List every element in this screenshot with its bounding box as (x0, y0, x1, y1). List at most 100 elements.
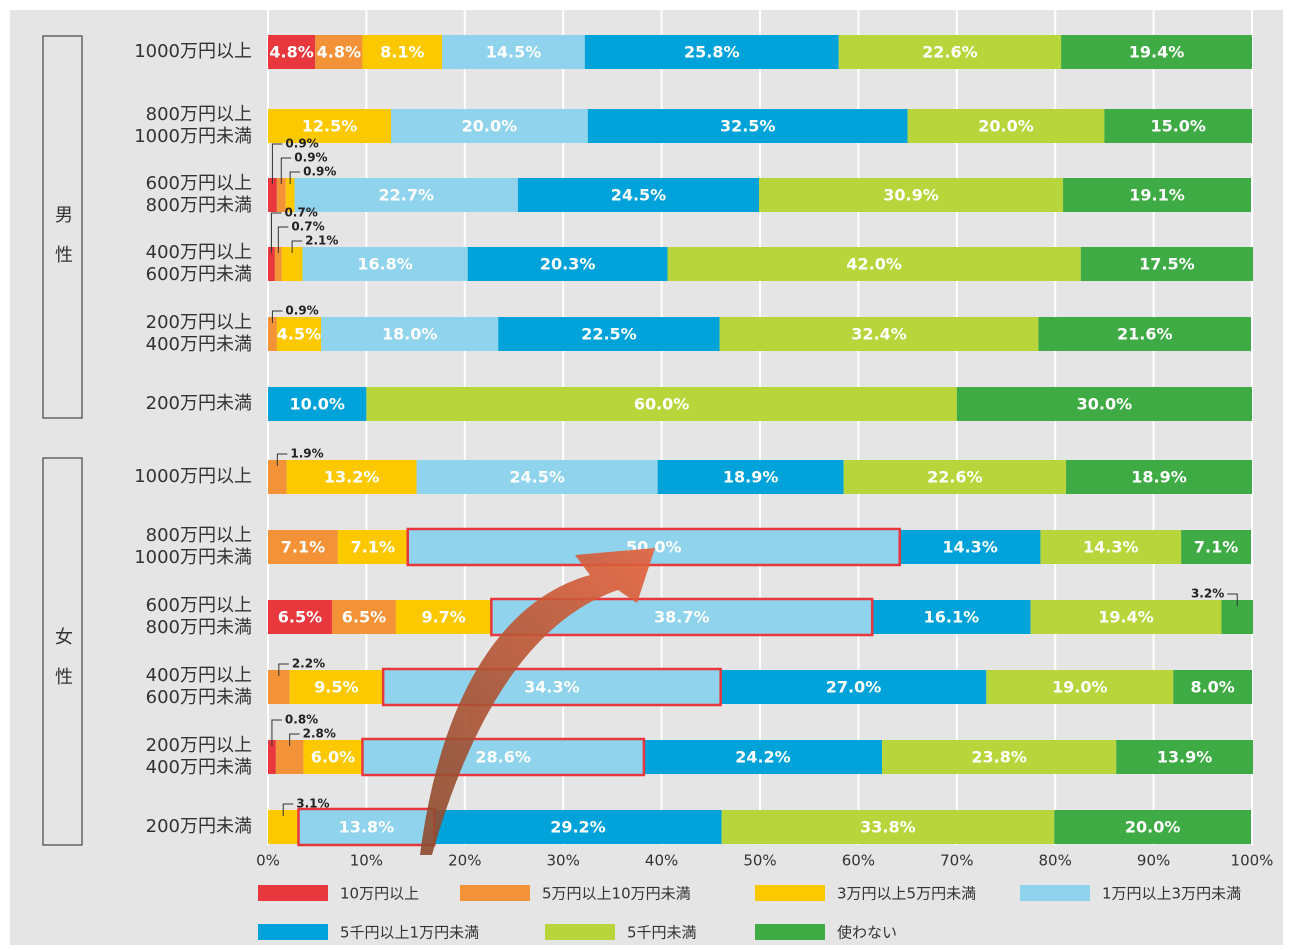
bar-segment (321, 317, 499, 351)
value-label: 17.5% (1139, 255, 1195, 274)
value-label: 4.8% (317, 43, 361, 62)
bar-segment (907, 109, 1105, 143)
bar-segment (584, 35, 839, 69)
category-label: 200万円未満 (146, 393, 252, 414)
value-label: 7.1% (1194, 538, 1238, 557)
bar-segment (362, 740, 644, 774)
category-label: 200万円以上 400万円未満 (146, 312, 252, 355)
value-label: 60.0% (634, 395, 690, 414)
value-label: 22.5% (581, 325, 637, 344)
leader-line (276, 453, 288, 466)
value-label: 0.9% (294, 151, 327, 165)
bar-segment (286, 460, 417, 494)
value-label: 0.9% (303, 165, 336, 179)
value-label: 20.0% (462, 117, 518, 136)
legend-swatch (545, 924, 615, 940)
category-label: 600万円以上 800万円未満 (146, 595, 252, 638)
bar-segment (395, 600, 492, 634)
value-label: 9.5% (314, 678, 358, 697)
legend-label: 5千円未満 (627, 924, 697, 942)
bar-segment (268, 247, 275, 281)
value-label: 20.3% (540, 255, 596, 274)
bar-segment (1080, 247, 1253, 281)
leader-line (270, 212, 282, 253)
overlay: 0% 10% 20% 30% 40% 50% 60% 70% 80% 90% 100% 1000万円以… (134, 41, 1273, 942)
bar-segment (289, 670, 384, 704)
value-label: 19.4% (1098, 608, 1154, 627)
group-label: 女性 (52, 627, 73, 707)
value-label: 14.3% (1083, 538, 1139, 557)
value-label: 42.0% (846, 255, 902, 274)
bar-segment (274, 247, 282, 281)
arrow (420, 548, 655, 855)
value-label: 3.2% (1191, 587, 1224, 601)
category-label: 600万円以上 800万円未満 (146, 173, 252, 216)
bar-segment (294, 178, 518, 212)
legend-swatch (258, 885, 328, 901)
leader-line (289, 733, 300, 746)
highlight-box (406, 527, 901, 567)
bar-segment (268, 460, 287, 494)
leader-line (278, 663, 289, 676)
legend-swatch (755, 885, 825, 901)
group-box (42, 35, 83, 419)
value-label: 13.2% (324, 468, 380, 487)
x-tick-label: 20% (448, 852, 481, 870)
bar-segment (416, 460, 658, 494)
value-label: 22.7% (378, 186, 434, 205)
value-label: 3.1% (296, 797, 329, 811)
bar-segment (268, 317, 277, 351)
value-label: 18.9% (723, 468, 779, 487)
value-label: 16.1% (924, 608, 980, 627)
value-label: 19.1% (1129, 186, 1185, 205)
bar-segment (434, 810, 722, 844)
value-label: 15.0% (1150, 117, 1206, 136)
value-label: 22.6% (927, 468, 983, 487)
bar-segment (407, 530, 900, 564)
bar-segment (268, 600, 332, 634)
bar-segment (667, 247, 1081, 281)
legend-swatch (755, 924, 825, 940)
bar-segment (1063, 178, 1252, 212)
value-label: 7.1% (351, 538, 395, 557)
value-label: 1.9% (290, 447, 323, 461)
legend-swatch (460, 885, 530, 901)
value-label: 16.8% (357, 255, 413, 274)
value-label: 9.7% (421, 608, 465, 627)
value-label: 4.5% (277, 325, 321, 344)
value-label: 10.0% (289, 395, 345, 414)
bar-segment (720, 670, 987, 704)
legend-label: 5万円以上10万円未満 (542, 885, 691, 903)
highlight-box (490, 597, 874, 637)
bar-segment (442, 35, 585, 69)
leader-line (282, 803, 294, 816)
group-label: 男性 (52, 205, 73, 285)
value-label: 33.8% (860, 818, 916, 837)
bar-segment (331, 600, 396, 634)
group-box (42, 457, 83, 846)
bar-segment (1173, 670, 1252, 704)
bar-segment (838, 35, 1062, 69)
legend-label: 5千円以上1万円未満 (340, 924, 479, 942)
bar-segment (657, 460, 844, 494)
value-label: 14.5% (486, 43, 542, 62)
leader-line (280, 157, 292, 184)
value-label: 20.0% (978, 117, 1034, 136)
legend-label: 使わない (837, 924, 897, 942)
x-tick-label: 40% (645, 852, 678, 870)
bar-segment (1054, 810, 1252, 844)
value-label: 18.9% (1131, 468, 1187, 487)
value-label: 21.6% (1117, 325, 1173, 344)
value-label: 23.8% (971, 748, 1027, 767)
legend-label: 10万円以上 (340, 885, 419, 903)
value-label: 20.0% (1125, 818, 1181, 837)
value-label: 25.8% (684, 43, 740, 62)
bar-segment (298, 810, 435, 844)
leader-line (271, 310, 283, 323)
bar-segment (517, 178, 760, 212)
bar-segment (303, 740, 363, 774)
legend-swatch (1020, 885, 1090, 901)
bar-segment (1116, 740, 1253, 774)
bar-segment (1030, 600, 1222, 634)
